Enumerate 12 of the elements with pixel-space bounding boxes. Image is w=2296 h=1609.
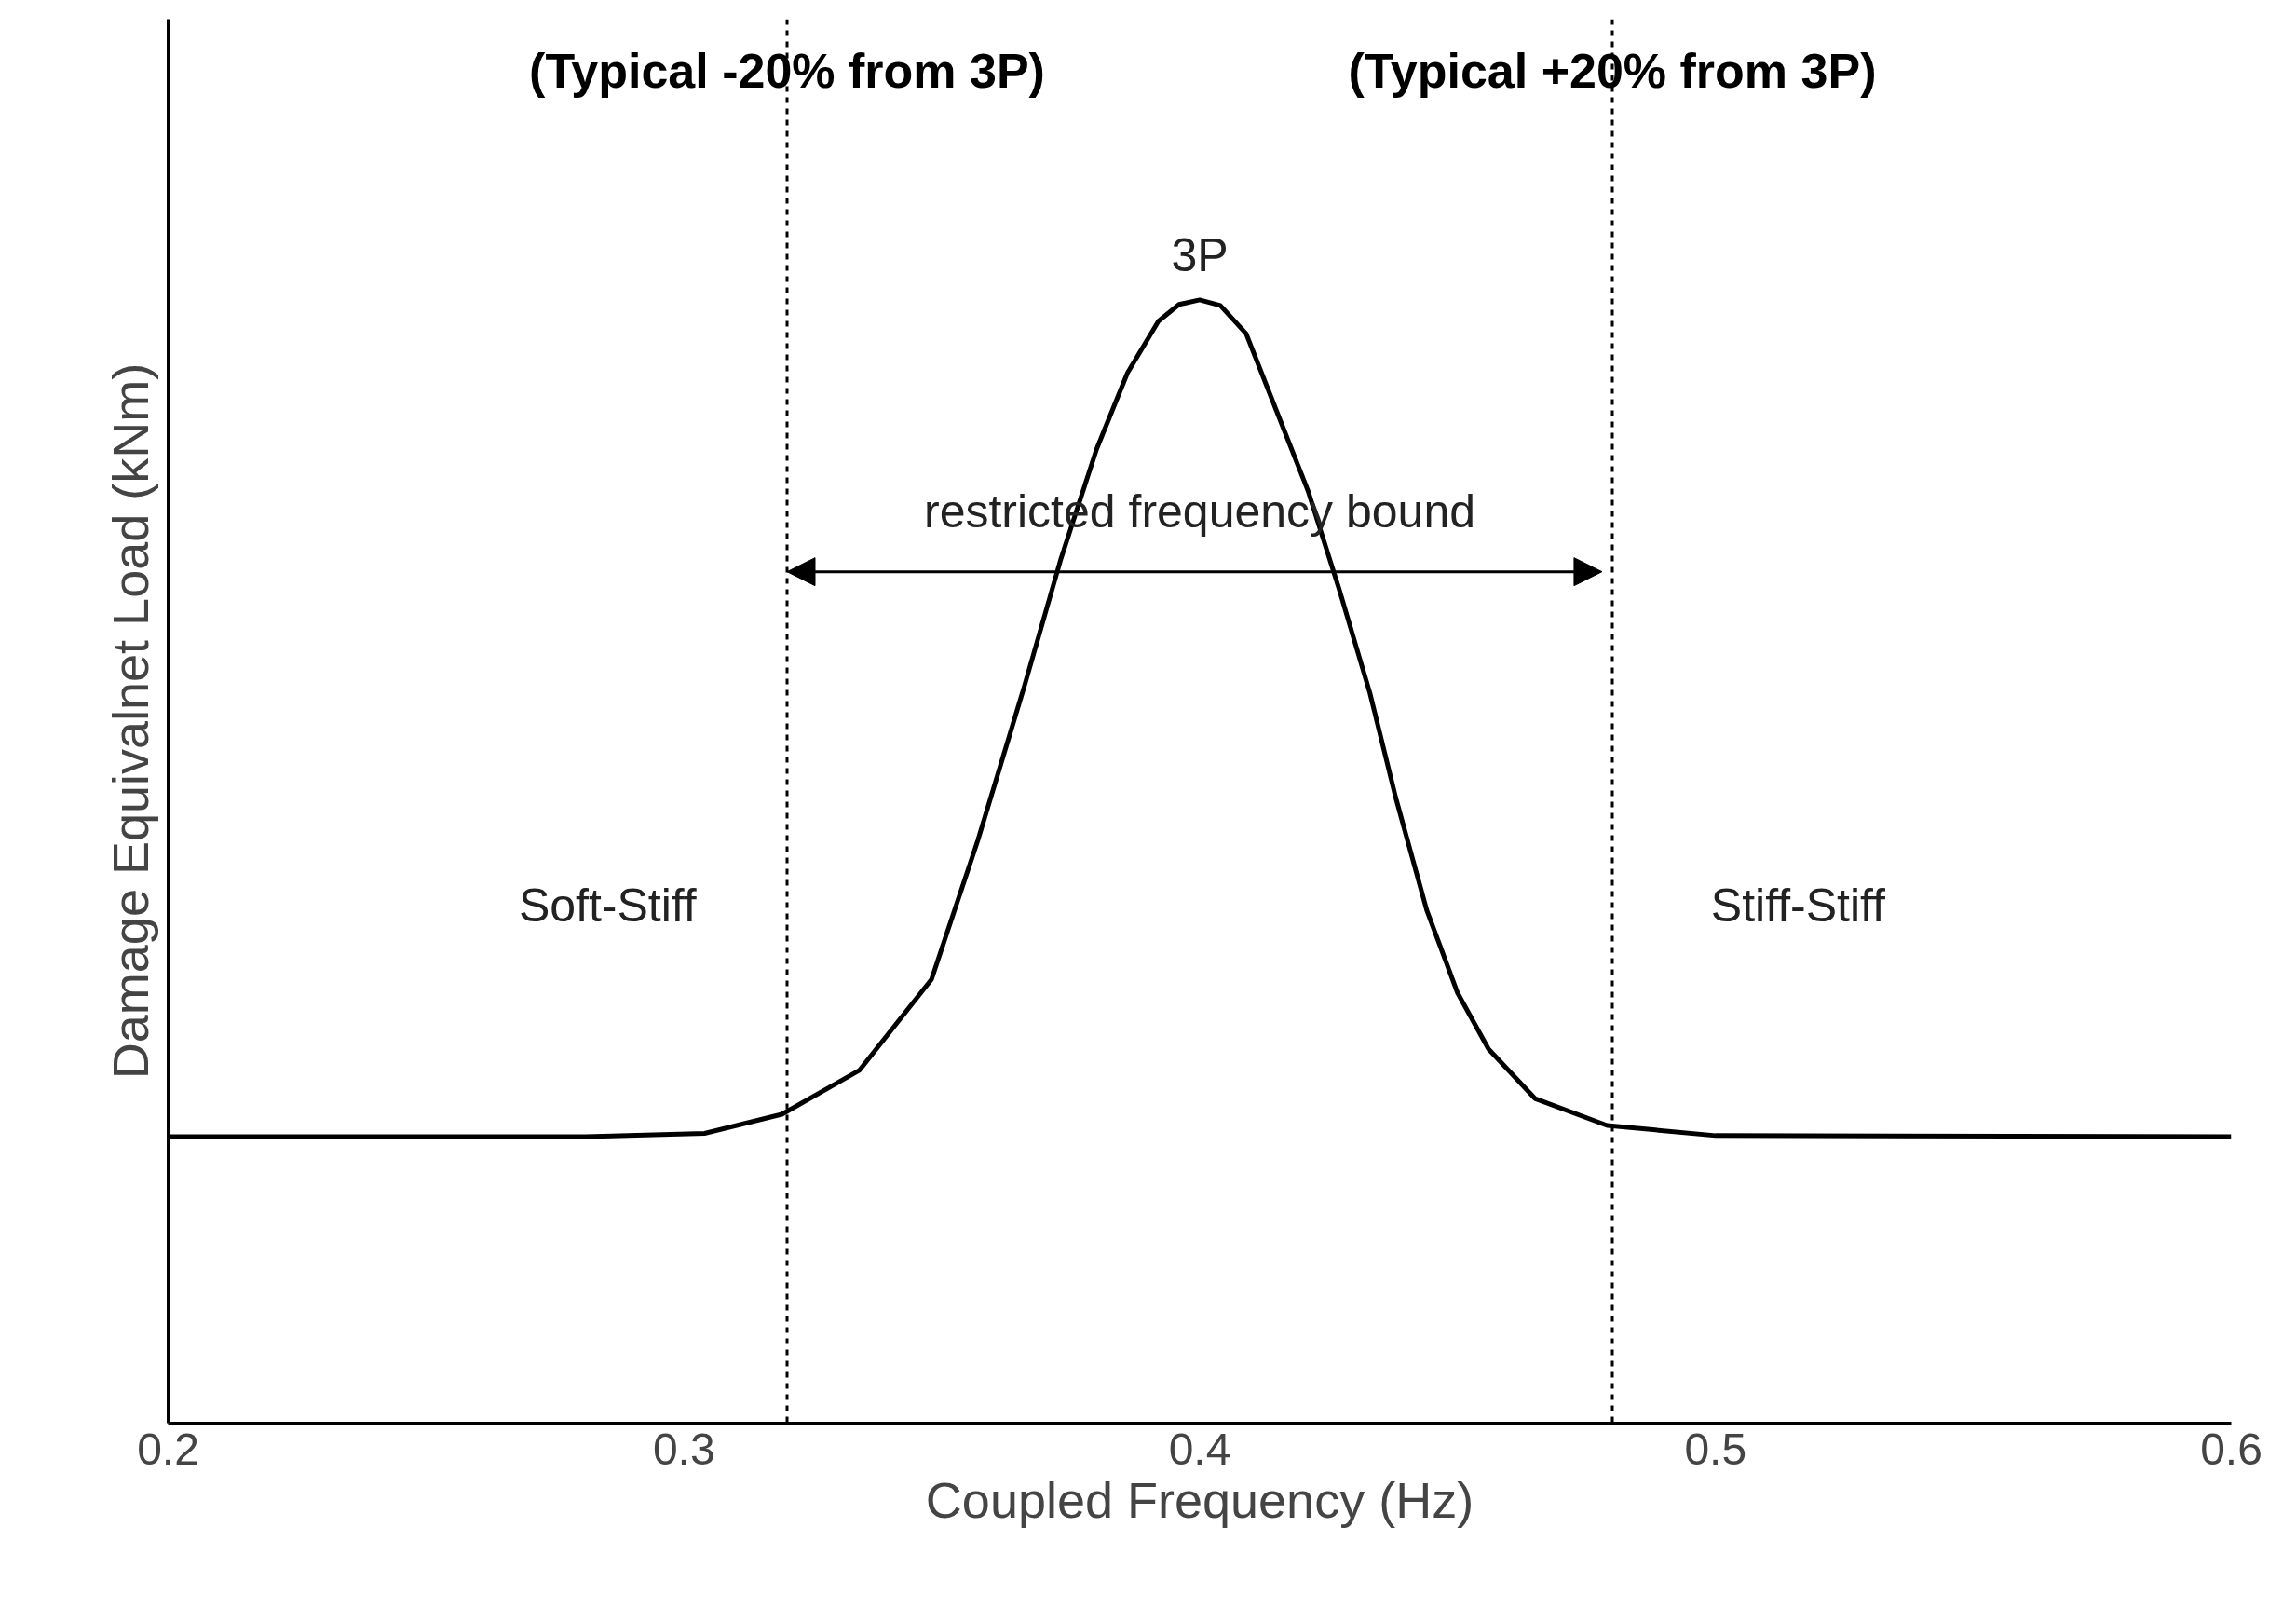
annotation: 3P [1171, 228, 1229, 281]
annotation: Soft-Stiff [518, 879, 697, 932]
y-axis-title: Damage Equivalnet Load (kNm) [102, 362, 158, 1080]
x-axis-title: Coupled Frequency (Hz) [925, 1471, 1474, 1528]
ref-line-label: (Typical +20% from 3P) [1348, 43, 1877, 98]
x-tick-label: 0.3 [652, 1424, 715, 1474]
annotation: Stiff-Stiff [1710, 879, 1886, 932]
x-tick-label: 0.2 [137, 1424, 199, 1474]
x-tick-label: 0.5 [1684, 1424, 1747, 1474]
x-tick-label: 0.4 [1168, 1424, 1231, 1474]
x-tick-label: 0.6 [2200, 1424, 2262, 1474]
ref-line-label: (Typical -20% from 3P) [529, 43, 1045, 98]
